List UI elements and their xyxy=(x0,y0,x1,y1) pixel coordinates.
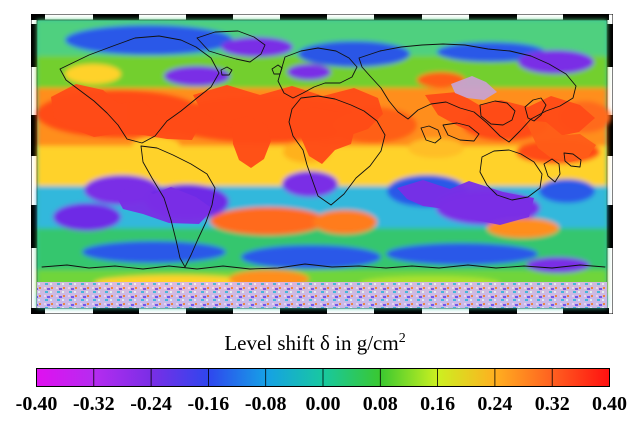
legend-title-exponent: 2 xyxy=(398,331,406,346)
legend-title: Level shift δ in g/cm2 xyxy=(0,331,630,356)
colorbar-tick-label: 0.08 xyxy=(362,393,398,415)
colorbar-tick-label: -0.24 xyxy=(130,393,172,415)
colorbar xyxy=(36,368,610,387)
colorbar-tick-label: -0.32 xyxy=(72,393,115,415)
colorbar-tick-marks xyxy=(36,368,610,387)
level-shift-field xyxy=(36,20,611,308)
colorbar-tick-label: -0.16 xyxy=(187,393,230,415)
colorbar-tick-labels: -0.40 -0.32 -0.24 -0.16 -0.08 0.00 0.08 0.16 0.2… xyxy=(0,393,630,421)
legend-title-mid: in g/cm xyxy=(335,331,399,355)
colorbar-tick-label: 0.32 xyxy=(534,393,570,415)
colorbar-tick-label: 0.00 xyxy=(305,393,341,415)
colorbar-tick-label: 0.16 xyxy=(420,393,456,415)
colorbar-tick-label: 0.24 xyxy=(477,393,513,415)
colorbar-tick-label: -0.08 xyxy=(244,393,287,415)
global-map xyxy=(30,13,614,315)
map-border-pattern xyxy=(31,14,613,314)
coastlines xyxy=(41,30,606,270)
antarctic-noise-band xyxy=(37,282,607,308)
colorbar-tick-label: 0.40 xyxy=(592,393,627,415)
delta-symbol: δ xyxy=(319,331,330,355)
legend-title-prefix: Level shift xyxy=(224,331,315,355)
colorbar-tick-label: -0.40 xyxy=(15,393,58,415)
level-shift-map xyxy=(30,13,614,315)
